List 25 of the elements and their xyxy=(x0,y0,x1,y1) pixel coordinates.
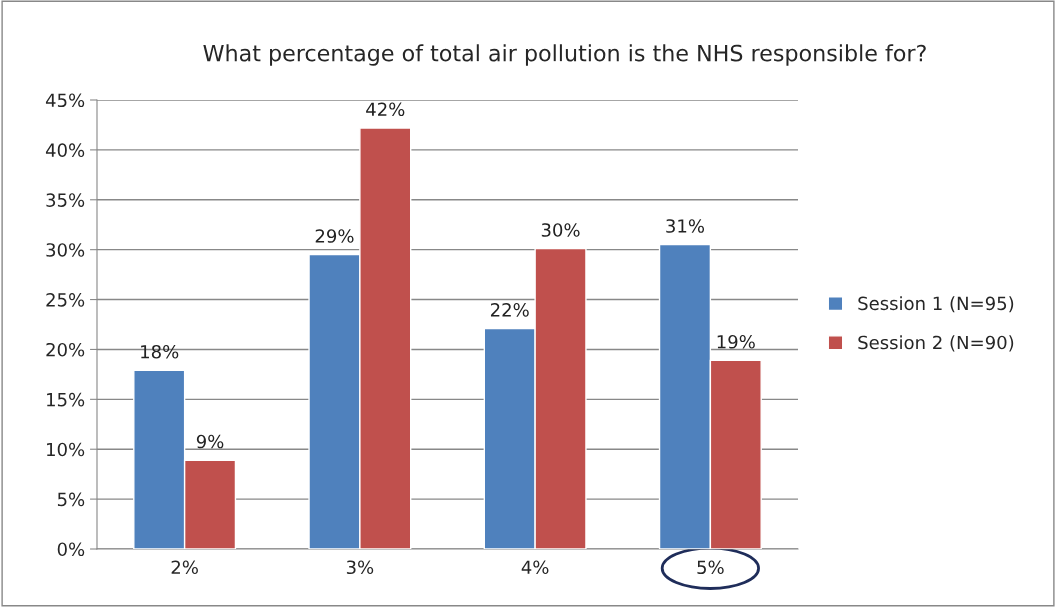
data-label: 42% xyxy=(366,102,405,117)
x-tick-label: 4% xyxy=(521,560,549,575)
data-label: 31% xyxy=(666,219,705,233)
chart-title: What percentage of total air pollution is the NHS responsible for? xyxy=(203,44,926,66)
y-tick-label: 25% xyxy=(46,293,85,307)
y-tick-label: 35% xyxy=(46,193,85,207)
y-tick-label: 30% xyxy=(46,243,85,257)
legend-label: Session 2 (N=90) xyxy=(858,335,1014,352)
x-tick-label: 2% xyxy=(171,560,198,575)
y-tick-label: 15% xyxy=(47,392,85,407)
x-tick-label: 5% xyxy=(697,560,724,575)
y-tick-label: 10% xyxy=(47,442,85,457)
y-tick-label: 40% xyxy=(45,143,85,158)
x-tick-label: 3% xyxy=(346,560,374,575)
y-tick-label: 5% xyxy=(57,492,85,507)
data-label: 19% xyxy=(717,334,755,349)
y-tick-label: 45% xyxy=(45,93,85,108)
data-label: 22% xyxy=(490,303,529,317)
data-label: 29% xyxy=(315,229,354,243)
data-label: 30% xyxy=(541,223,580,237)
data-label: 18% xyxy=(141,344,179,359)
data-label: 9% xyxy=(196,434,224,449)
legend-label: Session 1 (N=95) xyxy=(858,296,1014,313)
y-tick-label: 20% xyxy=(46,342,85,357)
y-tick-label: 0% xyxy=(57,542,85,557)
